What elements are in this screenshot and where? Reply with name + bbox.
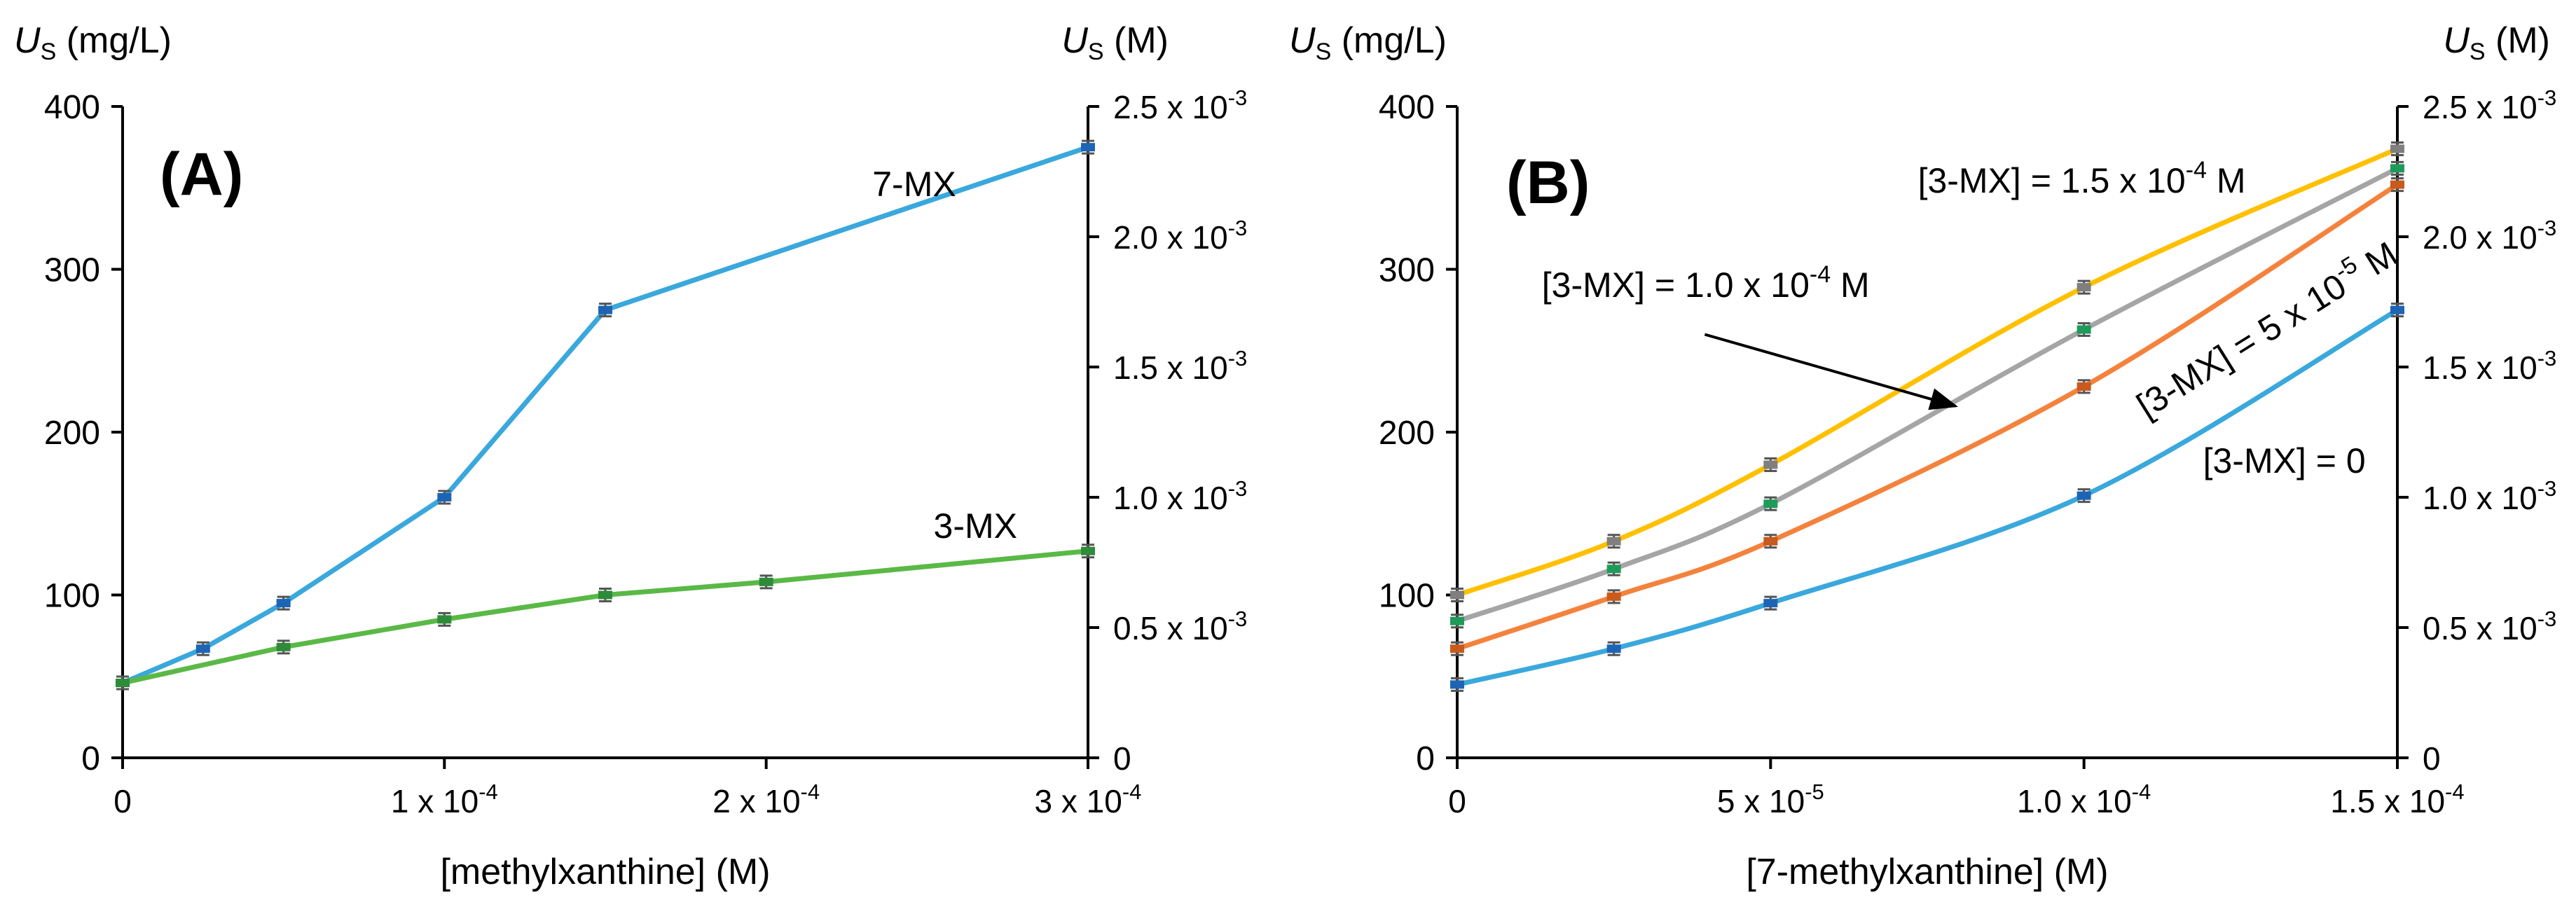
series-line [1454, 165, 2400, 624]
series-line [1454, 146, 2400, 597]
series-label: [3-MX] = 0 [2203, 441, 2366, 480]
series--3-mx-1-0-x-10-4-m: [3-MX] = 1.0 x 10-4 M [1450, 160, 2404, 629]
data-point [759, 577, 773, 586]
series-line [120, 548, 1091, 686]
data-point [116, 679, 130, 688]
y-tick-label-right: 0 [1113, 740, 1131, 777]
y-axis-title-right: US (M) [2443, 20, 2550, 65]
series-line [120, 144, 1091, 686]
y-tick-label-left: 200 [44, 415, 100, 452]
y-tick-label-left: 200 [1379, 415, 1435, 452]
y-tick-label-right: 2.0 x 10-3 [2423, 216, 2556, 256]
x-tick-label: 0 [113, 783, 132, 819]
y-tick-label-right: 2.0 x 10-3 [1113, 216, 1247, 256]
x-tick-label: 2 x 10-4 [712, 780, 820, 819]
y-tick-label-right: 2.5 x 10-3 [2423, 85, 2556, 125]
y-tick-label-left: 400 [44, 89, 100, 126]
series-line [1454, 307, 2400, 687]
x-tick-label: 0 [1448, 783, 1466, 819]
y-axis-title-left: US (mg/L) [14, 20, 172, 65]
data-point [2390, 305, 2404, 314]
y-tick-label-right: 0.5 x 10-3 [2423, 607, 2556, 646]
y-tick-label-left: 400 [1379, 89, 1435, 126]
data-point [598, 590, 612, 600]
y-tick-label-left: 300 [44, 252, 100, 289]
data-point [1081, 143, 1095, 152]
y-tick-label-right: 1.0 x 10-3 [1113, 476, 1247, 516]
y-tick-label-left: 0 [81, 740, 100, 777]
y-tick-label-left: 100 [44, 578, 100, 615]
data-point [1763, 460, 1778, 469]
data-point [2390, 164, 2404, 173]
x-tick-label: 1 x 10-4 [391, 780, 498, 819]
panel-a: 0 100 200 300 400 0 0.5 x 10-3 1.0 x 10-3 1.5 x … [14, 20, 1247, 892]
series-7-mx: 7-MX [116, 139, 1095, 691]
annotation-arrow [1704, 333, 1959, 410]
y-tick-label-right: 2.5 x 10-3 [1113, 85, 1247, 125]
data-point [1450, 644, 1464, 653]
series--3-mx-1-5-x-10-4-m: [3-MX] = 1.5 x 10-4 M [1450, 141, 2404, 602]
series--3-mx-0: [3-MX] = 0 [1450, 303, 2404, 692]
y-tick-label-right: 1.5 x 10-3 [1113, 346, 1247, 386]
data-point [598, 305, 612, 314]
y-tick-label-right: 1.5 x 10-3 [2423, 346, 2556, 386]
x-axis-title: [methylxanthine] (M) [440, 852, 770, 892]
y-tick-label-right: 0 [2423, 740, 2441, 777]
data-point [1081, 546, 1095, 555]
y-axis-title-right: US (M) [1061, 20, 1169, 65]
panel-b: 0 100 200 300 400 0 0.5 x 10-3 1.0 x 10-3 1.5 x … [1289, 20, 2556, 892]
data-point [1763, 536, 1778, 546]
x-tick-label: 1.0 x 10-4 [2017, 780, 2151, 819]
y-tick-label-right: 0.5 x 10-3 [1113, 607, 1247, 646]
data-point [2076, 382, 2091, 391]
series-label: [3-MX] = 1.0 x 10-4 M [1542, 261, 1870, 305]
data-point [1606, 565, 1621, 574]
x-tick-label: 1.5 x 10-4 [2330, 780, 2464, 819]
series-3-mx: 3-MX [116, 506, 1095, 691]
panel-label: (A) [160, 141, 243, 208]
data-point [1606, 536, 1621, 546]
y-tick-label-left: 100 [1379, 578, 1435, 615]
y-tick-label-right: 1.0 x 10-3 [2423, 476, 2556, 516]
data-point [1450, 616, 1464, 625]
data-point [2390, 180, 2404, 189]
series-label: [3-MX] = 5 x 10-5 M [2128, 230, 2404, 425]
data-point [2076, 283, 2091, 292]
series-label: 3-MX [934, 506, 1017, 546]
data-point [1450, 680, 1464, 689]
data-point [1606, 644, 1621, 653]
series-label: [3-MX] = 1.5 x 10-4 M [1918, 157, 2246, 200]
data-point [1763, 499, 1778, 508]
y-tick-label-left: 300 [1379, 252, 1435, 289]
x-tick-label: 5 x 10-5 [1717, 780, 1824, 819]
x-axis-title: [7-methylxanthine] (M) [1746, 852, 2108, 892]
data-point [1606, 592, 1621, 601]
data-point [437, 615, 452, 624]
x-tick-label: 3 x 10-4 [1035, 780, 1142, 819]
data-point [2076, 491, 2091, 500]
data-point [1450, 590, 1464, 600]
series-label: 7-MX [872, 165, 956, 204]
data-point [2076, 325, 2091, 334]
data-point [195, 644, 210, 653]
panel-label: (B) [1506, 149, 1590, 216]
data-point [2390, 144, 2404, 153]
data-point [276, 642, 291, 651]
data-point [1763, 599, 1778, 608]
y-tick-label-left: 0 [1416, 740, 1435, 777]
y-axis-title-left: US (mg/L) [1289, 20, 1447, 65]
data-point [437, 493, 452, 501]
series-line [1454, 182, 2400, 651]
data-point [276, 599, 291, 608]
